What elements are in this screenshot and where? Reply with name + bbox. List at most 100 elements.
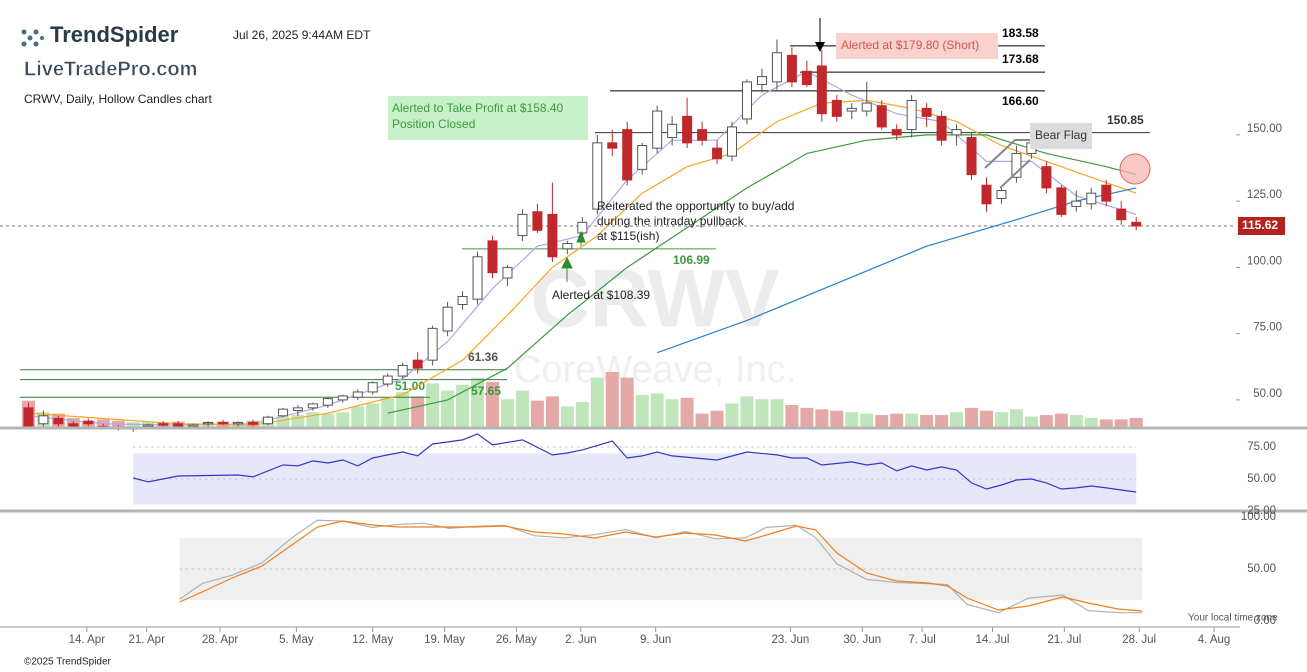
candle-body [173,423,184,427]
candle-body [667,123,678,139]
indicator-line [28,99,1137,426]
pattern-text: Bear Flag [1035,128,1087,142]
candle-body [1101,184,1112,202]
candle-body [367,382,378,393]
volume-bar [1129,417,1143,428]
timestamp: Jul 26, 2025 9:44AM EDT [233,28,371,42]
candle-body [1056,187,1067,215]
y-tick-label: 0.00 [1254,615,1276,627]
volume-bar [845,412,859,428]
level-label: 61.36 [468,350,498,364]
pattern-box [1030,123,1092,149]
candle-body [876,105,887,128]
x-tick-label: 28. Apr [202,634,239,646]
candle-body [38,415,49,425]
candle-body [771,52,782,83]
candle-body [801,70,812,86]
candle-body [307,403,318,409]
buy-arrow [576,230,586,246]
candle-body [337,395,348,401]
indicator-line [179,520,1143,612]
volume-bar [890,413,904,428]
volume-bar [920,415,934,428]
watermark-subtitle: CoreWeave, Inc. [514,349,796,391]
volume-bar [740,396,754,428]
volume-bar [366,403,380,428]
volume-bar [336,412,350,428]
indicator-line [387,134,1137,414]
candle-body [442,306,453,332]
y-tick-label: 100.00 [1241,511,1276,523]
volume-bar [530,400,544,428]
level-label: 57.65 [471,384,501,398]
volume-bar [905,413,919,428]
candle-body [53,417,64,425]
x-tick-label: 30. Jun [843,634,881,646]
candle-body [652,110,663,149]
volume-bar [965,407,979,428]
y-tick-label: 100.00 [1247,255,1282,267]
volume-bar [1024,416,1038,428]
volume-bar [426,383,440,428]
candle-body [158,423,169,426]
x-tick-label: 2. Jun [565,634,596,646]
note-text: Reiterated the opportunity to buy/add [597,199,794,213]
candle-body [846,107,857,112]
candle-body [23,407,34,427]
candle-body [397,364,408,377]
candle-body [143,424,154,427]
candle-body [247,421,258,425]
candle-body [472,256,483,300]
volume-bar [575,402,589,428]
candle-body [412,359,423,369]
volume-bar [545,396,559,428]
candle-body [756,76,767,86]
level-layer: 183.58 173.68 166.60 150.85 106.99 61.36 57.65… [0,26,1285,398]
candle-body [233,421,244,425]
volume-bar [1084,417,1098,428]
volume-bar [935,415,949,428]
candle-body [218,421,229,425]
volume-bar [590,377,604,428]
volume-bar [980,410,994,428]
volume-bar [351,406,365,428]
candle-body [68,423,79,427]
candle-body [457,296,468,306]
candle-body [906,99,917,131]
alert-text: Position Closed [392,117,475,131]
x-tick-label: 5. May [279,634,314,646]
volume-bar [665,399,679,428]
annotation-layer: TrendSpider Jul 26, 2025 9:44AM EDT Live… [21,18,1278,668]
last-price-label: 115.62 [1242,218,1278,232]
chart-label: CRWV, Daily, Hollow Candles chart [24,92,213,106]
alert-box [388,96,588,140]
volume-bar [411,396,425,428]
volume-bar [620,377,634,428]
candle-layer [23,39,1142,432]
y-tick-label: 150.00 [1247,123,1282,135]
timezone-note: Your local time zone [1188,613,1278,624]
candle-body [951,129,962,136]
alert-text: Alerted at $179.80 (Short) [841,38,979,52]
candle-body [532,211,543,231]
indicator-line [133,433,1137,493]
candle-body [816,65,827,115]
candle-body [921,107,932,117]
volume-bar [1039,415,1053,428]
volume-bar [456,384,470,428]
y-tick-label: 50.00 [1247,473,1276,485]
candle-body [1071,200,1082,207]
x-tick-label: 28. Jul [1122,634,1156,646]
x-tick-label: 12. May [352,634,393,646]
x-tick-label: 23. Jun [772,634,810,646]
highlight-circle [1119,153,1151,185]
candle-body [861,102,872,112]
volume-bar [695,413,709,428]
volume-bar [635,394,649,428]
level-label: 183.58 [1002,26,1039,40]
brand: TrendSpider [50,22,179,47]
x-tick-label: 7. Jul [908,634,936,646]
y-tick-label: 25.00 [1247,505,1276,517]
volume-bar [680,397,694,428]
